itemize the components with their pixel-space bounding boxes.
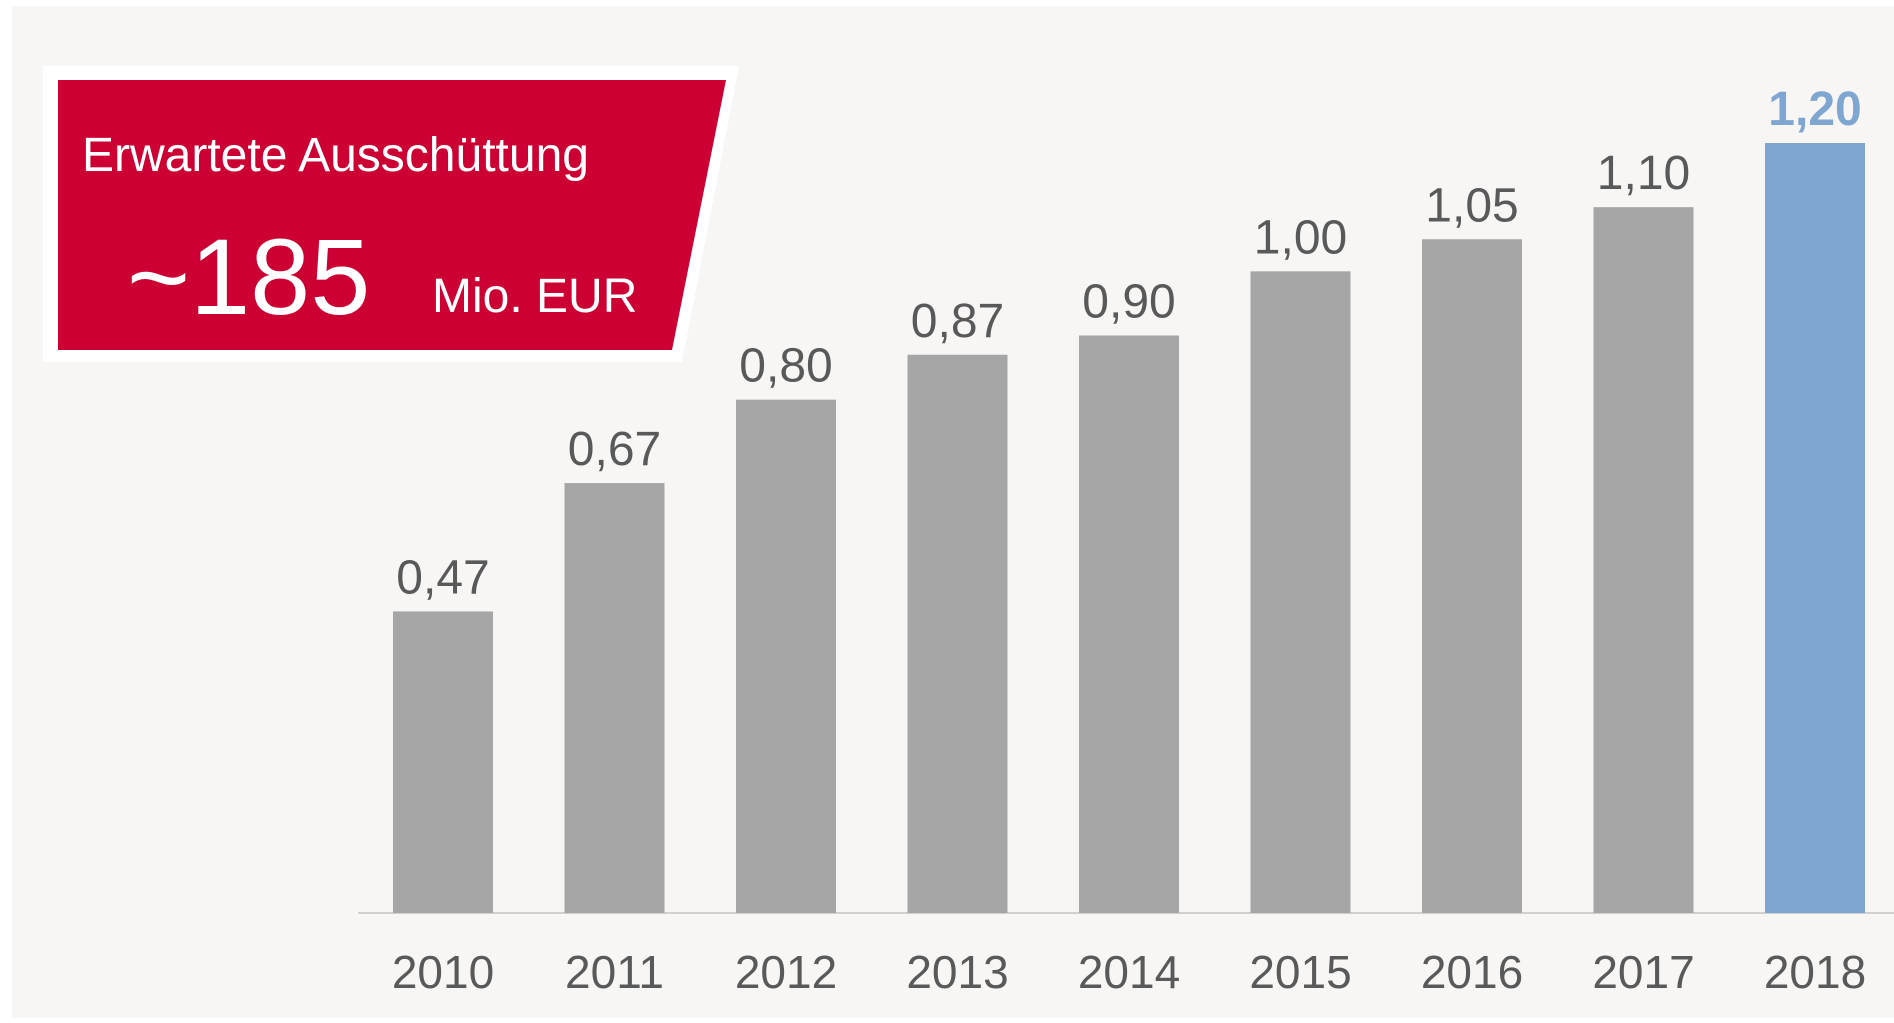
- value-label: 0,87: [911, 295, 1004, 348]
- value-label: 0,67: [568, 423, 661, 476]
- bar: [564, 483, 665, 913]
- bar: [393, 611, 493, 913]
- callout-unit: Mio. EUR: [432, 270, 637, 323]
- value-label: 0,80: [739, 340, 832, 393]
- x-tick-label: 2015: [1249, 946, 1351, 998]
- bar: [1250, 271, 1351, 913]
- x-tick-label: 2016: [1421, 946, 1523, 998]
- value-label: 1,10: [1597, 147, 1690, 200]
- x-tick-label: 2010: [392, 946, 494, 998]
- bar: [736, 399, 836, 914]
- callout-box: [58, 80, 726, 350]
- x-tick-label: 2014: [1078, 946, 1180, 998]
- callout-title: Erwartete Ausschüttung: [82, 129, 589, 182]
- value-label: 1,00: [1254, 211, 1347, 264]
- x-tick-label: 2011: [565, 946, 664, 998]
- x-tick-label: 2012: [735, 946, 837, 998]
- x-tick-label: 2017: [1592, 946, 1694, 998]
- callout-value: ~185: [127, 216, 370, 337]
- value-label: 1,05: [1425, 179, 1518, 232]
- bar: [1765, 143, 1865, 913]
- bar: [907, 354, 1008, 913]
- value-label: 0,90: [1082, 276, 1175, 329]
- x-tick-label: 2013: [906, 946, 1008, 998]
- bar: [1079, 335, 1179, 913]
- value-label: 0,47: [396, 551, 489, 604]
- value-label: 1,20: [1768, 83, 1861, 136]
- bar: [1422, 239, 1522, 913]
- x-tick-label: 2018: [1764, 946, 1866, 998]
- bar: [1593, 207, 1694, 913]
